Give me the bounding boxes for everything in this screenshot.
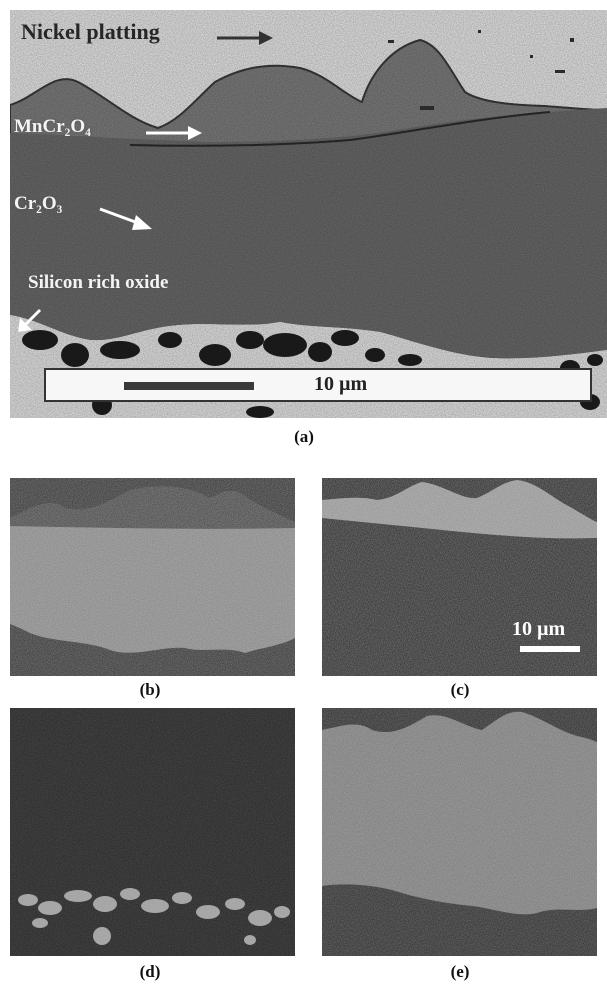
caption-e: (e) (450, 962, 470, 981)
spinel-label: MnCr₂O₄ (14, 116, 91, 137)
arrow-icon (18, 308, 42, 332)
nickel-plating-label: Nickel platting (21, 19, 160, 44)
caption-b: (b) (139, 680, 161, 699)
scale-bar (124, 382, 254, 390)
arrow-icon (217, 31, 273, 45)
elemental-map-e (322, 708, 597, 956)
elemental-map-b (10, 478, 295, 676)
sem-micrograph (10, 10, 607, 418)
micrograph-panel-a: Nickel platting MnCr₂O₄ Cr₂O₃ Silicon ri… (10, 10, 607, 418)
arrow-icon (146, 126, 202, 140)
silicon-oxide-label: Silicon rich oxide (28, 272, 169, 293)
elemental-map-d (10, 708, 295, 956)
map-panel-d (10, 708, 295, 956)
scale-bar (520, 646, 580, 652)
chromia-label: Cr₂O₃ (14, 193, 63, 214)
elemental-map-c (322, 478, 597, 676)
arrow-icon (99, 207, 152, 230)
scale-bar-label: 10 µm (314, 373, 368, 395)
caption-c: (c) (450, 680, 470, 699)
caption-a: (a) (294, 427, 314, 446)
map-panel-b (10, 478, 295, 676)
scale-bar-box: 10 µm (44, 368, 592, 402)
caption-d: (d) (139, 962, 161, 981)
map-panel-e (322, 708, 597, 956)
map-panel-c: 10 µm (322, 478, 597, 676)
scale-bar-label: 10 µm (512, 618, 566, 640)
